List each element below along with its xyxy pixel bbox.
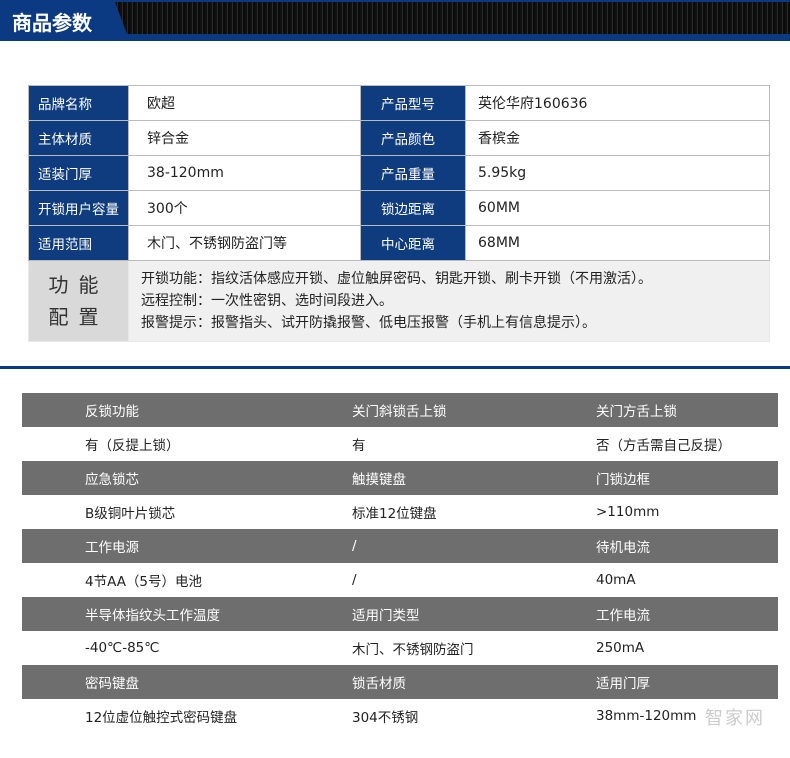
detail-header-row: 应急锁芯 触摸键盘 门锁边框	[22, 461, 778, 496]
detail-header-row: 密码键盘 锁舌材质 适用门厚	[22, 665, 778, 700]
spec-label: 适装门厚	[28, 155, 129, 191]
spec-row: 主体材质 锌合金 产品颜色 香槟金	[28, 120, 770, 156]
feature-line: 远程控制：一次性密钥、选时间段进入。	[141, 293, 393, 309]
spec-table: 品牌名称 欧超 产品型号 英伦华府160636 主体材质 锌合金 产品颜色 香槟金…	[28, 85, 770, 342]
spec-value: 英伦华府160636	[465, 85, 770, 121]
features-label: 功能 配置	[28, 260, 129, 342]
detail-value-row: -40℃-85℃ 木门、不锈钢防盗门 250mA	[22, 631, 778, 665]
detail-header-cell: 密码键盘	[22, 665, 352, 700]
detail-header-cell: 反锁功能	[22, 393, 352, 428]
detail-header-cell: 门锁边框	[596, 461, 778, 496]
detail-value-cell: 否（方舌需自己反提）	[596, 438, 731, 455]
spec-row: 适装门厚 38-120mm 产品重量 5.95kg	[28, 155, 770, 191]
detail-value-cell: B级铜叶片锁芯	[85, 506, 176, 523]
spec-value: 68MM	[465, 225, 770, 261]
spec-label: 产品型号	[360, 85, 466, 121]
spec-row: 品牌名称 欧超 产品型号 英伦华府160636	[28, 85, 770, 121]
detail-header-cell: 触摸键盘	[352, 461, 596, 496]
watermark: 智家网	[705, 708, 765, 729]
detail-header-cell: 适用门厚	[596, 665, 778, 700]
detail-value-row: B级铜叶片锁芯 标准12位键盘 >110mm	[22, 495, 778, 529]
detail-header-row: 半导体指纹头工作温度 适用门类型 工作电流	[22, 597, 778, 632]
detail-value-row: 12位虚位触控式密码键盘 304不锈钢 38mm-120mm	[22, 699, 778, 733]
detail-value-cell: 304不锈钢	[352, 710, 419, 727]
spec-value: 锌合金	[128, 120, 361, 156]
detail-value-cell: 38mm-120mm	[596, 708, 697, 725]
spec-row: 适用范围 木门、不锈钢防盗门等 中心距离 68MM	[28, 225, 770, 261]
feature-line: 开锁功能：指纹活体感应开锁、虚位触屏密码、钥匙开锁、刷卡开锁（不用激活）。	[141, 271, 652, 287]
spec-label: 品牌名称	[28, 85, 129, 121]
detail-value-cell: 40mA	[596, 572, 636, 589]
detail-value-cell: 有	[352, 438, 366, 455]
detail-header-cell: 关门方舌上锁	[596, 393, 778, 428]
detail-header-cell: 关门斜锁舌上锁	[352, 393, 596, 428]
section-title: 商品参数	[12, 11, 92, 35]
spec-value: 5.95kg	[465, 155, 770, 191]
spec-label: 锁边距离	[360, 190, 466, 226]
detail-value-cell: >110mm	[596, 504, 660, 521]
features-label-line: 功能	[48, 273, 109, 297]
features-row: 功能配置 开锁功能：指纹活体感应开锁、虚位触屏密码、钥匙开锁、刷卡开锁（不用激活…	[28, 260, 770, 342]
detail-table: 反锁功能 关门斜锁舌上锁 关门方舌上锁有（反提上锁） 有 否（方舌需自己反提） 应急锁芯触…	[22, 393, 778, 733]
detail-value-cell: /	[352, 572, 357, 589]
detail-header-cell: 工作电流	[596, 597, 778, 632]
detail-value-cell: 标准12位键盘	[352, 506, 437, 523]
spec-value: 60MM	[465, 190, 770, 226]
detail-value-cell: 12位虚位触控式密码键盘	[85, 710, 238, 727]
detail-value-row: 4节AA（5号）电池 / 40mA	[22, 563, 778, 597]
detail-header-cell: 应急锁芯	[22, 461, 352, 496]
spec-value: 38-120mm	[128, 155, 361, 191]
detail-value-cell: -40℃-85℃	[85, 640, 160, 657]
spec-label: 产品重量	[360, 155, 466, 191]
features-label-line: 配置	[48, 305, 109, 329]
detail-header-cell: /	[352, 529, 596, 564]
spec-value: 欧超	[128, 85, 361, 121]
section-header: 商品参数	[0, 0, 790, 41]
header-texture	[115, 2, 790, 34]
detail-value-row: 有（反提上锁） 有 否（方舌需自己反提）	[22, 427, 778, 461]
spec-value: 300个	[128, 190, 361, 226]
spec-label: 适用范围	[28, 225, 129, 261]
detail-header-cell: 锁舌材质	[352, 665, 596, 700]
detail-value-cell: 木门、不锈钢防盗门	[352, 642, 474, 659]
detail-header-row: 反锁功能 关门斜锁舌上锁 关门方舌上锁	[22, 393, 778, 428]
spec-label: 中心距离	[360, 225, 466, 261]
spec-row: 开锁用户容量 300个 锁边距离 60MM	[28, 190, 770, 226]
detail-header-row: 工作电源 / 待机电流	[22, 529, 778, 564]
detail-value-cell: 有（反提上锁）	[85, 438, 180, 455]
detail-value-cell: 4节AA（5号）电池	[85, 574, 203, 591]
spec-label: 开锁用户容量	[28, 190, 129, 226]
spec-label: 产品颜色	[360, 120, 466, 156]
spec-label: 主体材质	[28, 120, 129, 156]
detail-value-cell: 250mA	[596, 640, 645, 657]
spec-value: 木门、不锈钢防盗门等	[128, 225, 361, 261]
feature-line: 报警提示：报警指头、试开防撬报警、低电压报警（手机上有信息提示）。	[141, 315, 596, 331]
features-list: 开锁功能：指纹活体感应开锁、虚位触屏密码、钥匙开锁、刷卡开锁（不用激活）。 远程控…	[128, 260, 770, 342]
detail-header-cell: 待机电流	[596, 529, 778, 564]
divider	[0, 366, 790, 369]
detail-header-cell: 工作电源	[22, 529, 352, 564]
detail-header-cell: 半导体指纹头工作温度	[22, 597, 352, 632]
detail-header-cell: 适用门类型	[352, 597, 596, 632]
spec-value: 香槟金	[465, 120, 770, 156]
